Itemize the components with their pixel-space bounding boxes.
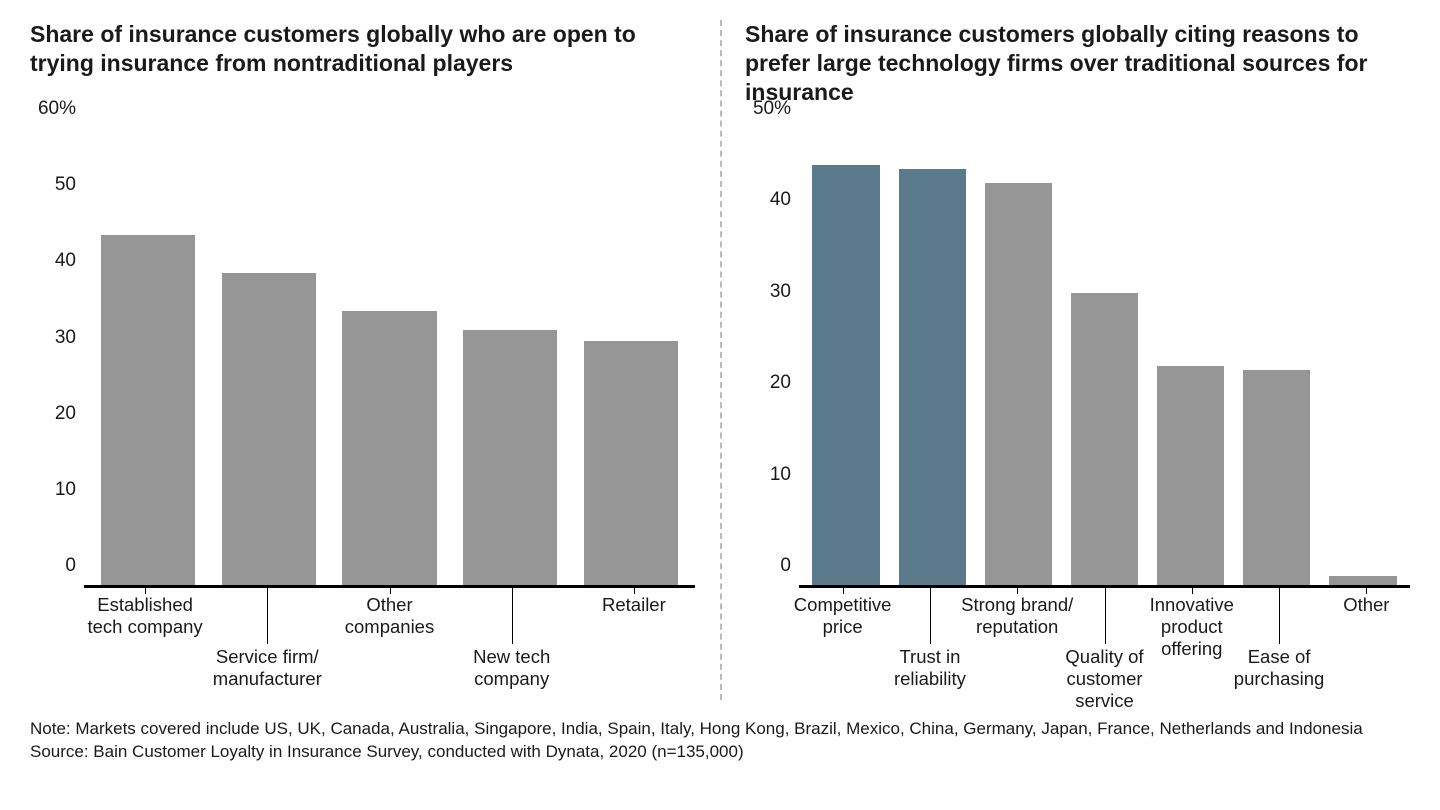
- bar: [463, 330, 557, 585]
- bar: [899, 169, 966, 585]
- bar-slot: [209, 128, 330, 585]
- right-chart-title: Share of insurance customers globally ci…: [745, 20, 1410, 110]
- footer-source: Source: Bain Customer Loyalty in Insuran…: [30, 741, 1410, 764]
- bar: [584, 341, 678, 585]
- x-label: Retailer: [554, 594, 713, 616]
- x-label: Competitive price: [781, 594, 905, 638]
- bar-slot: [1320, 128, 1406, 585]
- bar-slot: [1061, 128, 1147, 585]
- y-tick: 20: [770, 372, 791, 394]
- bar: [812, 165, 879, 585]
- right-x-labels: Competitive priceTrust in reliabilityStr…: [799, 588, 1410, 698]
- x-tick-line: [1192, 588, 1193, 594]
- bar-slot: [570, 128, 691, 585]
- left-plot: [84, 128, 695, 588]
- panel-divider: [720, 20, 722, 700]
- x-tick-line: [1105, 588, 1106, 644]
- y-tick: 30: [55, 327, 76, 349]
- x-tick-line: [1279, 588, 1280, 644]
- x-label: Trust in reliability: [868, 646, 992, 690]
- left-x-labels: Established tech companyService firm/ ma…: [84, 588, 695, 698]
- bar: [1157, 366, 1224, 585]
- bar-slot: [450, 128, 571, 585]
- y-tick: 0: [780, 555, 791, 577]
- bar: [1071, 293, 1138, 585]
- y-tick: 30: [770, 281, 791, 303]
- x-label: New tech company: [432, 646, 591, 690]
- y-tick: 50%: [753, 98, 791, 120]
- x-tick-line: [1017, 588, 1018, 594]
- x-label: Established tech company: [66, 594, 225, 638]
- x-label: Other: [1304, 594, 1428, 616]
- x-tick-line: [930, 588, 931, 644]
- charts-container: Share of insurance customers globally wh…: [30, 20, 1410, 698]
- x-tick-line: [267, 588, 268, 644]
- y-tick: 40: [770, 189, 791, 211]
- right-panel: Share of insurance customers globally ci…: [720, 20, 1410, 698]
- y-tick: 20: [55, 403, 76, 425]
- y-tick: 40: [55, 250, 76, 272]
- bar: [342, 311, 436, 585]
- x-label: Other companies: [310, 594, 469, 638]
- bar-slot: [975, 128, 1061, 585]
- bar-slot: [803, 128, 889, 585]
- left-y-axis: 0102030405060%: [30, 128, 84, 588]
- bar-slot: [329, 128, 450, 585]
- x-tick-line: [512, 588, 513, 644]
- y-tick: 50: [55, 174, 76, 196]
- x-label: Strong brand/ reputation: [955, 594, 1079, 638]
- footer-note: Note: Markets covered include US, UK, Ca…: [30, 718, 1410, 741]
- bar: [222, 273, 316, 585]
- y-tick: 60%: [38, 98, 76, 120]
- left-chart-title: Share of insurance customers globally wh…: [30, 20, 695, 110]
- x-label: Service firm/ manufacturer: [188, 646, 347, 690]
- right-plot: [799, 128, 1410, 588]
- left-bars: [84, 128, 695, 585]
- bar-slot: [1148, 128, 1234, 585]
- right-bars: [799, 128, 1410, 585]
- left-panel: Share of insurance customers globally wh…: [30, 20, 720, 698]
- right-y-axis: 01020304050%: [745, 128, 799, 588]
- y-tick: 10: [770, 464, 791, 486]
- x-tick-line: [1366, 588, 1367, 594]
- bar-slot: [88, 128, 209, 585]
- bar: [1243, 370, 1310, 585]
- x-tick-line: [145, 588, 146, 594]
- left-chart-area: 0102030405060%: [30, 128, 695, 588]
- bar-slot: [889, 128, 975, 585]
- x-label: Ease of purchasing: [1217, 646, 1341, 690]
- footer: Note: Markets covered include US, UK, Ca…: [30, 718, 1410, 764]
- bar: [101, 235, 195, 585]
- y-tick: 10: [55, 479, 76, 501]
- x-tick-line: [390, 588, 391, 594]
- right-chart-area: 01020304050%: [745, 128, 1410, 588]
- y-tick: 0: [65, 555, 76, 577]
- bar: [985, 183, 1052, 585]
- x-tick-line: [843, 588, 844, 594]
- x-tick-line: [634, 588, 635, 594]
- bar: [1329, 576, 1396, 585]
- bar-slot: [1234, 128, 1320, 585]
